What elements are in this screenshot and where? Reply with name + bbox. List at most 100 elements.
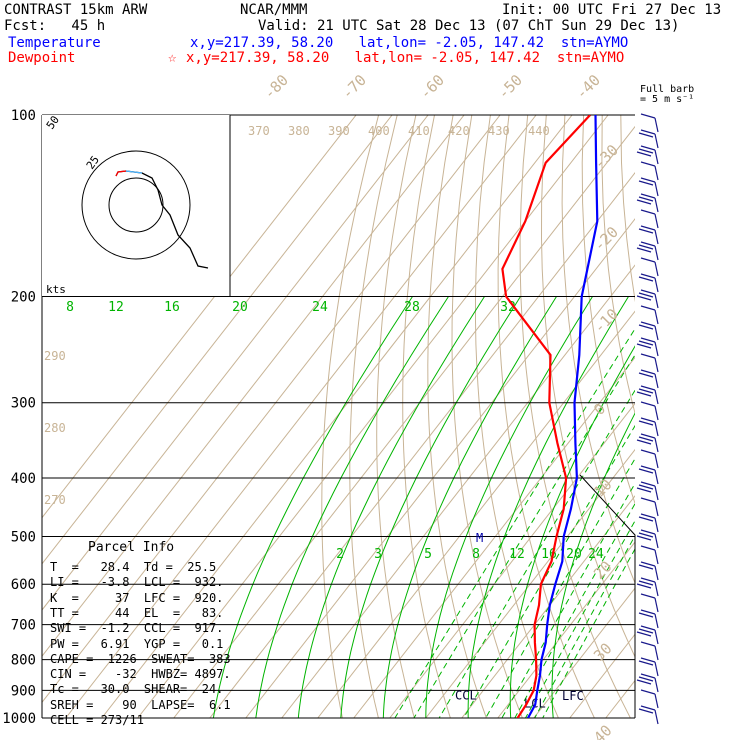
- isotherm-line: [281, 115, 635, 718]
- wind-barb-flag: [640, 513, 656, 519]
- wind-barb-flag: [640, 705, 656, 711]
- isotherm-line: [42, 115, 501, 718]
- wind-barb-staff: [654, 181, 659, 197]
- theta-label: 390: [328, 124, 350, 138]
- theta-label: 410: [408, 124, 430, 138]
- wind-barb-flag: [636, 247, 652, 253]
- mixing-ratio-label: 8: [66, 300, 74, 315]
- wind-barb-staff: [654, 117, 659, 133]
- wind-barb-flag: [638, 660, 654, 666]
- wind-barb-staff: [654, 245, 659, 261]
- isotherm-line: [569, 115, 635, 718]
- wind-barb-flag: [638, 484, 654, 490]
- mixing-ratio-label: 8: [472, 547, 480, 562]
- model-title: CONTRAST 15km ARW: [4, 2, 148, 18]
- theta-label: 430: [488, 124, 510, 138]
- wind-barb-staff: [654, 645, 659, 661]
- wind-barb-flag: [636, 295, 652, 301]
- wind-barb-staff: [654, 309, 659, 325]
- dry-adiabat-line: [640, 115, 740, 718]
- wind-barb-flag: [640, 209, 656, 215]
- wind-barb-flag: [640, 401, 656, 407]
- parcel-info-row: PW = 6.91 YGP = 0.1: [50, 636, 224, 651]
- dry-adiabat-line: [714, 115, 740, 718]
- moist-adiabat-line: [212, 296, 413, 718]
- isotherm-label: 40: [590, 721, 616, 740]
- dry-adiabat-line: [519, 115, 631, 718]
- wind-barb-staff: [654, 597, 659, 613]
- mixing-ratio-line: [534, 296, 635, 718]
- wind-barb-flag: [636, 583, 652, 589]
- dry-adiabat-line: [451, 115, 523, 718]
- temperature-legend-label: Temperature: [8, 35, 101, 51]
- wind-barb-flag: [638, 420, 654, 426]
- wind-barb-staff: [654, 693, 659, 709]
- wind-barb-flag: [636, 151, 652, 157]
- isotherm-label: -50: [494, 71, 526, 103]
- pressure-tick-label: 500: [11, 529, 36, 545]
- dry-adiabat-line: [349, 115, 398, 718]
- wind-barb-flag: [638, 436, 654, 442]
- parcel-info-row: TT = 44 EL = 83.: [50, 605, 224, 620]
- parcel-info-row: CIN = -32 HWBZ= 4897.: [50, 667, 231, 682]
- dry-adiabat-line: [376, 115, 417, 718]
- wind-barb-flag: [640, 113, 656, 119]
- wind-barb-flag: [640, 593, 656, 599]
- wind-barb-flag: [640, 129, 656, 135]
- hodograph-ring-label: 25: [84, 153, 102, 171]
- mixing-ratio-line: [394, 296, 635, 718]
- isotherm-line: [425, 115, 635, 718]
- wind-barb-staff: [654, 709, 659, 725]
- wind-barb-flag: [638, 468, 654, 474]
- valid-time: Valid: 21 UTC Sat 28 Dec 13 (07 ChT Sun …: [258, 18, 680, 34]
- wind-barb-flag: [640, 193, 656, 199]
- wind-barb-flag: [638, 612, 654, 618]
- wind-barb-flag: [640, 449, 656, 455]
- wind-barb-flag: [638, 340, 654, 346]
- hodograph-ring-inner: [108, 177, 164, 233]
- mixing-ratio-label: 24: [312, 300, 328, 315]
- wind-barb-staff: [654, 165, 659, 181]
- dry-adiabat-line: [427, 115, 487, 718]
- level-label-ccl: CCL: [455, 688, 477, 702]
- pressure-tick-label: 400: [11, 471, 36, 487]
- dry-adiabat-line: [620, 115, 635, 718]
- dewpoint-legend-info: x,y=217.39, 58.20 lat,lon= -2.05, 147.42…: [186, 50, 625, 66]
- isotherm-line: [137, 115, 609, 718]
- moist-adiabat-line: [382, 296, 557, 718]
- temperature-profile-line: [527, 115, 599, 718]
- wind-barb-flag: [640, 625, 656, 631]
- wind-barb-flag: [636, 343, 652, 349]
- isotherm-line: [209, 115, 635, 718]
- isotherm-line: [42, 115, 429, 718]
- wind-barb-flag: [640, 609, 656, 615]
- wind-barb-staff: [654, 405, 659, 421]
- isotherm-label: 30: [590, 639, 616, 665]
- moist-adiabat-line: [425, 296, 593, 718]
- wind-barb-flag: [640, 337, 656, 343]
- wind-barb-flag: [638, 292, 654, 298]
- mixing-ratio-label: 28: [404, 300, 420, 315]
- isotherm-label: -70: [338, 71, 370, 103]
- theta-label: 290: [44, 349, 66, 363]
- dry-adiabat-line: [677, 115, 740, 718]
- wind-barb-flag: [640, 289, 656, 295]
- wind-barb-staff: [654, 389, 659, 405]
- wind-barb-staff: [654, 213, 659, 229]
- wind-barb-flag: [636, 679, 652, 685]
- wind-barb-flag: [640, 689, 656, 695]
- wind-barb-flag: [640, 241, 656, 247]
- parcel-info-row: CAPE = 1226 SWEAT= 383: [50, 651, 231, 666]
- mixing-ratio-line: [501, 296, 635, 718]
- temperature-legend-info: x,y=217.39, 58.20 lat,lon= -2.05, 147.42…: [190, 35, 629, 51]
- pressure-tick-label: 900: [11, 683, 36, 699]
- wind-barb-flag: [638, 708, 654, 714]
- isotherm-line: [42, 115, 393, 718]
- mixing-ratio-label: 24: [588, 547, 604, 562]
- wind-barb-flag: [640, 369, 656, 375]
- isotherm-label: -40: [572, 71, 604, 103]
- wind-barb-staff: [654, 469, 659, 485]
- isotherm-line: [317, 115, 635, 718]
- sounding-profiles: [501, 115, 599, 718]
- pressure-tick-label: 100: [11, 108, 36, 124]
